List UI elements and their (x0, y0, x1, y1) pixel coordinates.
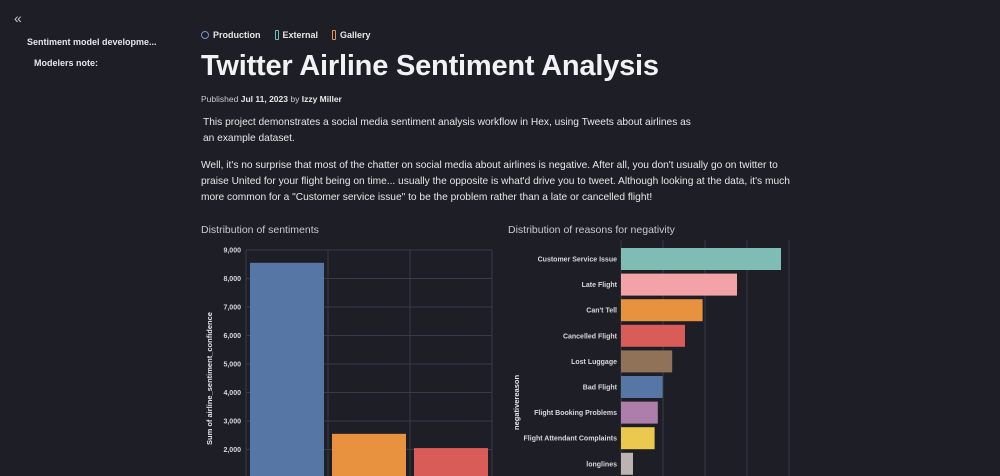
tag-label: Gallery (340, 30, 371, 40)
collapse-sidebar-icon[interactable]: « (14, 10, 22, 26)
reason-bar (621, 273, 737, 296)
intro-paragraph: This project demonstrates a social media… (203, 117, 691, 144)
body-paragraph: Well, it's no surprise that most of the … (201, 160, 790, 203)
category-label: Late Flight (582, 282, 618, 289)
author-name[interactable]: Izzy Miller (301, 94, 342, 104)
negativity-bar-chart: negativereason Customer Service Issue Lat… (512, 240, 790, 476)
category-label: Customer Service Issue (538, 257, 617, 264)
tag-external[interactable]: External (274, 30, 319, 40)
y-tick-label: 6,000 (223, 333, 241, 340)
tag-label: External (282, 30, 319, 40)
chart-title-negativity: Distribution of reasons for negativity (508, 224, 675, 236)
category-label: Flight Booking Problems (534, 410, 617, 417)
sentiment-bar (414, 448, 488, 476)
y-tick-label: 8,000 (223, 276, 241, 283)
y-tick-label: 5,000 (223, 362, 241, 369)
category-label: Flight Attendant Complaints (524, 436, 618, 443)
y-tick-label: 4,000 (223, 390, 241, 397)
page-title: Twitter Airline Sentiment Analysis (201, 50, 659, 82)
sentiment-bar (250, 262, 324, 476)
external-bar-icon (274, 30, 279, 40)
y-tick-label: 7,000 (223, 305, 241, 312)
category-label: Can't Tell (586, 308, 617, 315)
category-label: Cancelled Flight (563, 333, 618, 340)
reason-bar (621, 248, 781, 270)
tag-production[interactable]: Production (201, 30, 261, 40)
production-dot-icon (201, 31, 209, 39)
outline-item-modelers-note[interactable]: Modelers note: (34, 58, 99, 68)
published-label: Published (201, 94, 239, 104)
y-axis-title: negativereason (512, 375, 521, 430)
reason-bar (621, 401, 658, 424)
chart-title-sentiments: Distribution of sentiments (201, 224, 319, 236)
category-label: Bad Flight (583, 385, 618, 392)
y-axis-title: Sum of airline_sentiment_confidence (205, 312, 214, 445)
category-label: Lost Luggage (571, 359, 617, 366)
reason-bar (621, 376, 663, 398)
reason-bar (621, 452, 633, 475)
reason-bar (621, 427, 655, 450)
y-tick-label: 9,000 (223, 248, 241, 255)
tag-gallery[interactable]: Gallery (332, 30, 371, 40)
sentiment-bar (332, 433, 406, 476)
tag-label: Production (213, 30, 261, 40)
category-label: longlines (586, 461, 617, 468)
y-tick-label: 2,000 (223, 447, 241, 454)
sidebar: « Sentiment model developme... Modelers … (0, 0, 182, 476)
reason-bar (621, 299, 703, 322)
outline-item-sentiment-model[interactable]: Sentiment model developme... (27, 37, 157, 47)
tag-list: Production External Gallery (201, 30, 371, 40)
by-label: by (290, 94, 300, 104)
reason-bar (621, 324, 685, 347)
y-tick-label: 3,000 (223, 419, 241, 426)
published-date: Jul 11, 2023 (240, 94, 288, 104)
gallery-bar-icon (332, 30, 337, 40)
sentiment-bar-chart: Sum of airline_sentiment_confidence 9,00… (205, 248, 493, 476)
publish-meta: Published Jul 11, 2023 by Izzy Miller (201, 94, 342, 104)
reason-bar (621, 350, 673, 373)
